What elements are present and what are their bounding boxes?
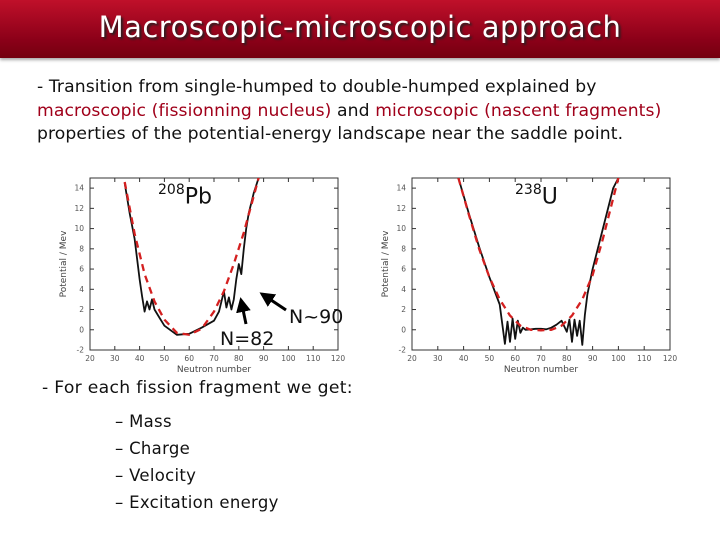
- pb208-y-tick-label: 12: [74, 204, 84, 213]
- pb208-total-potential-curve: [123, 178, 260, 336]
- fragment-heading: - For each fission fragment we get:: [42, 378, 353, 398]
- label-n82: N=82: [220, 328, 275, 350]
- u238-y-tick-label: 10: [396, 224, 406, 233]
- u238-x-tick-label: 50: [485, 354, 495, 363]
- pb208-macroscopic-curve: [123, 178, 260, 336]
- intro-line-3: properties of the potential-energy lands…: [37, 124, 624, 144]
- microscopic-term: microscopic (nascent fragments): [375, 100, 662, 121]
- u238-x-tick-label: 30: [433, 354, 443, 363]
- pb208-x-tick-label: 90: [259, 354, 269, 363]
- pb-mass-number: 208: [158, 182, 185, 198]
- u238-y-axis-label: Potential / Mev: [381, 230, 391, 297]
- intro-paragraph: - Transition from single-humped to doubl…: [37, 76, 707, 147]
- pb208-x-tick-label: 110: [306, 354, 321, 363]
- pb208-y-tick-label: 6: [79, 265, 84, 274]
- slide-title: Macroscopic-microscopic approach: [98, 10, 622, 44]
- pb208-x-tick-label: 40: [135, 354, 145, 363]
- u238-x-tick-label: 40: [459, 354, 469, 363]
- pb208-y-tick-label: -2: [77, 346, 85, 355]
- pb208-x-tick-label: 50: [160, 354, 170, 363]
- u238-y-tick-label: 4: [401, 285, 406, 294]
- pb208-potential-plot: 20 30 40 50 60 70 80 90 100 110 12014121086420-2Ne…: [59, 177, 346, 375]
- u-mass-number: 238: [515, 182, 542, 198]
- u238-x-tick-label: 90: [588, 354, 598, 363]
- isotope-label-pb208: 208Pb: [158, 182, 212, 210]
- intro-and: and: [331, 100, 376, 121]
- macroscopic-term: macroscopic (fissionning nucleus): [37, 100, 332, 121]
- fragment-property-list: – Mass – Charge – Velocity – Excitation …: [115, 408, 279, 516]
- pb208-x-axis-label: Neutron number: [177, 365, 252, 375]
- pb208-y-tick-label: 4: [79, 285, 84, 294]
- pb208-x-tick-label: 60: [184, 354, 194, 363]
- pb208-y-tick-label: 14: [74, 184, 84, 193]
- list-item: – Mass: [115, 412, 172, 431]
- pb208-y-tick-label: 8: [79, 244, 84, 253]
- pb-symbol: Pb: [184, 184, 212, 210]
- title-bar: Macroscopic-microscopic approach: [0, 0, 720, 58]
- u238-x-tick-label: 100: [611, 354, 626, 363]
- list-item: – Excitation energy: [115, 493, 279, 512]
- u238-y-tick-label: 6: [401, 265, 406, 274]
- u238-macroscopic-curve: [457, 178, 620, 332]
- pb208-y-tick-label: 0: [79, 325, 84, 334]
- u238-y-tick-label: -2: [399, 346, 407, 355]
- pb208-y-tick-label: 2: [79, 305, 84, 314]
- isotope-label-u238: 238U: [515, 182, 558, 210]
- pb208-x-tick-label: 80: [234, 354, 244, 363]
- pb208-y-tick-label: 10: [74, 224, 84, 233]
- pb208-x-tick-label: 30: [110, 354, 120, 363]
- u238-series-group: [457, 178, 620, 346]
- list-item: – Velocity: [115, 466, 197, 485]
- intro-line-1: - Transition from single-humped to doubl…: [37, 77, 597, 97]
- u238-x-tick-label: 60: [510, 354, 520, 363]
- u238-y-tick-label: 12: [396, 204, 406, 213]
- pb208-x-tick-label: 120: [331, 354, 346, 363]
- pb208-x-tick-label: 20: [85, 354, 95, 363]
- pb208-series-group: [123, 178, 260, 336]
- u238-x-tick-label: 20: [407, 354, 417, 363]
- pb208-x-tick-label: 70: [209, 354, 219, 363]
- pb208-y-axis-label: Potential / Mev: [59, 230, 69, 297]
- u238-y-tick-label: 0: [401, 325, 406, 334]
- u238-y-tick-label: 14: [396, 184, 406, 193]
- u238-x-axis-label: Neutron number: [504, 365, 579, 375]
- u238-x-tick-label: 80: [562, 354, 572, 363]
- label-n90: N~90: [289, 306, 344, 328]
- u238-potential-plot: 20 30 40 50 60 70 80 90 100 110 12014121086420-2Ne…: [381, 177, 678, 375]
- u238-y-tick-label: 8: [401, 244, 406, 253]
- u238-x-tick-label: 110: [637, 354, 652, 363]
- pb208-x-tick-label: 100: [281, 354, 296, 363]
- u238-y-tick-label: 2: [401, 305, 406, 314]
- u238-x-tick-label: 70: [536, 354, 546, 363]
- u-symbol: U: [541, 184, 558, 210]
- u238-x-tick-label: 120: [663, 354, 678, 363]
- list-item: – Charge: [115, 439, 191, 458]
